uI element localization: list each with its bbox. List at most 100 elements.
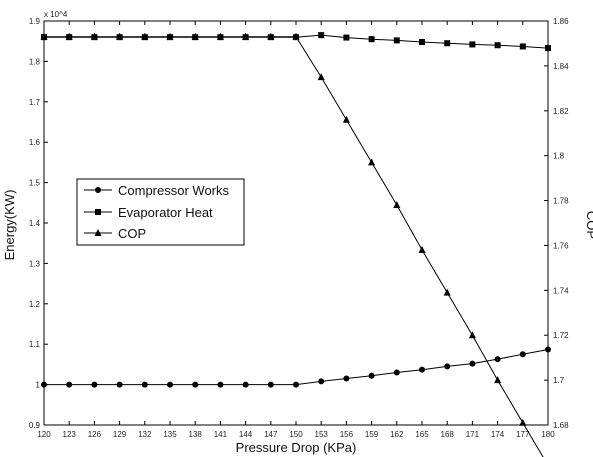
- point-cop: [443, 288, 451, 296]
- x-tick-label: 162: [390, 430, 404, 439]
- left-axis-ticks: 0.9 1 1.1 1.2 1.3 1.4 1.5 1.6 1.7 1.8 1.9: [29, 17, 48, 430]
- point-compressor-works: [66, 381, 73, 388]
- x-tick-label: 168: [441, 430, 455, 439]
- point-compressor-works: [444, 363, 451, 370]
- x-tick-label: 141: [214, 430, 228, 439]
- x-tick-label: 165: [415, 430, 429, 439]
- point-compressor-works: [469, 360, 476, 367]
- left-y-tick-label: 1.5: [29, 179, 41, 188]
- point-evaporator-heat: [368, 36, 375, 43]
- point-compressor-works: [267, 381, 274, 388]
- right-axis-ticks: 1.68 1.7 1.72 1.74 1.76 1.78 1.8 1.82 1.84 1.86: [544, 17, 569, 430]
- x-tick-label: 171: [466, 430, 480, 439]
- point-compressor-works: [192, 381, 199, 388]
- left-y-tick-label: 1.7: [29, 98, 41, 107]
- point-compressor-works: [242, 381, 249, 388]
- point-compressor-works: [217, 381, 224, 388]
- point-cop: [90, 32, 98, 40]
- point-compressor-works: [293, 381, 299, 388]
- point-compressor-works: [116, 381, 123, 388]
- point-compressor-works: [368, 372, 375, 379]
- legend-label-evaporator-heat: Evaporator Heat: [118, 205, 213, 220]
- right-y-tick-label: 1.7: [553, 376, 565, 385]
- left-y-tick-label: 1.4: [29, 219, 41, 228]
- legend: Compressor Works Evaporator Heat COP: [76, 178, 245, 246]
- point-compressor-works: [167, 381, 173, 388]
- point-compressor-works: [141, 381, 148, 388]
- point-cop: [65, 32, 73, 40]
- x-tick-label: 147: [264, 430, 278, 439]
- x-tick-label: 153: [315, 430, 329, 439]
- point-cop: [317, 73, 325, 81]
- y-axis-label-left: Energy(KW): [2, 190, 17, 261]
- point-cop: [292, 32, 300, 40]
- x-tick-label: 138: [189, 430, 203, 439]
- right-y-tick-label: 1.8: [553, 152, 565, 161]
- left-y-tick-label: 1.8: [29, 57, 41, 66]
- point-cop: [141, 32, 149, 40]
- legend-item-evaporator-heat: Evaporator Heat: [84, 205, 213, 220]
- point-cop: [393, 201, 401, 209]
- right-y-tick-label: 1.86: [553, 17, 569, 26]
- legend-marker-square-icon: [95, 209, 101, 215]
- legend-label-compressor-works: Compressor Works: [118, 183, 230, 198]
- point-cop: [166, 32, 174, 40]
- x-tick-label: 150: [289, 430, 303, 439]
- left-y-tick-label: 1: [36, 381, 41, 390]
- point-evaporator-heat: [343, 34, 350, 41]
- point-cop: [519, 418, 527, 426]
- right-y-tick-label: 1.74: [553, 286, 569, 295]
- point-evaporator-heat: [318, 32, 325, 39]
- legend-marker-circle-icon: [95, 187, 101, 193]
- left-y-tick-label: 1.2: [29, 300, 41, 309]
- point-cop: [418, 245, 426, 253]
- x-tick-label: 123: [63, 430, 77, 439]
- point-compressor-works: [41, 381, 47, 388]
- point-cop: [494, 376, 502, 384]
- x-axis-label: Pressure Drop (KPa): [236, 440, 357, 455]
- point-cop: [342, 115, 350, 123]
- y-axis-label-right: COP: [584, 211, 593, 239]
- point-compressor-works: [419, 366, 425, 373]
- point-compressor-works: [343, 375, 350, 382]
- right-y-tick-label: 1.76: [553, 241, 569, 250]
- left-y-tick-label: 1.9: [29, 17, 41, 26]
- point-evaporator-heat: [393, 37, 400, 44]
- legend-item-compressor-works: Compressor Works: [84, 183, 230, 198]
- x-tick-label: 156: [340, 430, 354, 439]
- left-axis-multiplier: x 10^4: [44, 10, 68, 19]
- left-y-tick-label: 0.9: [29, 421, 41, 430]
- point-cop: [116, 32, 124, 40]
- x-tick-label: 132: [138, 430, 152, 439]
- point-evaporator-heat: [519, 43, 526, 50]
- right-y-tick-label: 1.84: [553, 62, 569, 71]
- legend-label-cop: COP: [118, 226, 146, 241]
- series-layer: [40, 32, 551, 457]
- x-tick-label: 126: [88, 430, 102, 439]
- left-y-tick-label: 1.1: [29, 340, 41, 349]
- x-tick-label: 120: [37, 430, 51, 439]
- point-cop: [216, 32, 224, 40]
- legend-marker-triangle-icon: [94, 229, 102, 236]
- right-y-tick-label: 1.78: [553, 197, 569, 206]
- point-cop: [242, 32, 250, 40]
- point-evaporator-heat: [469, 41, 476, 48]
- point-evaporator-heat: [419, 39, 425, 46]
- x-tick-label: 129: [113, 430, 127, 439]
- point-compressor-works: [494, 356, 501, 363]
- point-cop: [267, 32, 275, 40]
- point-cop: [191, 32, 199, 40]
- point-compressor-works: [519, 351, 526, 358]
- point-compressor-works: [545, 346, 551, 353]
- point-compressor-works: [393, 369, 400, 376]
- point-cop: [468, 331, 476, 339]
- point-evaporator-heat: [444, 40, 451, 47]
- x-tick-label: 135: [163, 430, 177, 439]
- point-evaporator-heat: [494, 42, 501, 49]
- legend-item-cop: COP: [84, 226, 146, 241]
- right-y-tick-label: 1.82: [553, 107, 569, 116]
- x-tick-label: 174: [491, 430, 505, 439]
- point-cop: [368, 158, 376, 166]
- left-y-tick-label: 1.6: [29, 138, 41, 147]
